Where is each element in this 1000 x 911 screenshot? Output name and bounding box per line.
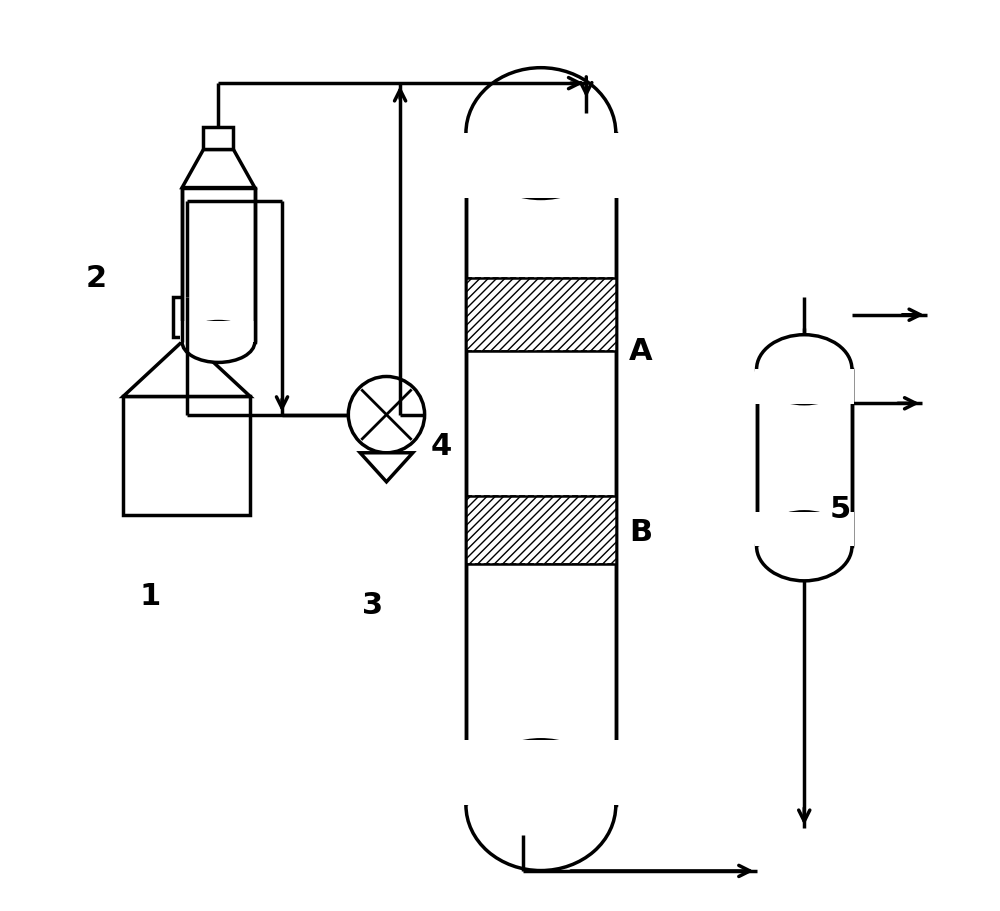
Polygon shape bbox=[182, 149, 255, 188]
Polygon shape bbox=[360, 453, 413, 482]
Text: 2: 2 bbox=[85, 264, 106, 293]
Polygon shape bbox=[757, 369, 852, 547]
Polygon shape bbox=[180, 321, 257, 342]
Polygon shape bbox=[466, 279, 616, 351]
Text: 5: 5 bbox=[830, 496, 851, 525]
Ellipse shape bbox=[466, 67, 616, 199]
Text: B: B bbox=[629, 518, 652, 548]
Polygon shape bbox=[755, 369, 854, 404]
Polygon shape bbox=[182, 188, 255, 342]
Text: 4: 4 bbox=[430, 432, 452, 461]
Text: 3: 3 bbox=[362, 591, 383, 619]
Ellipse shape bbox=[757, 512, 852, 581]
Ellipse shape bbox=[182, 322, 255, 363]
Polygon shape bbox=[463, 740, 619, 805]
Polygon shape bbox=[755, 512, 854, 547]
Polygon shape bbox=[466, 496, 616, 565]
Text: 1: 1 bbox=[140, 582, 161, 610]
Polygon shape bbox=[123, 337, 250, 396]
Polygon shape bbox=[203, 127, 233, 149]
Circle shape bbox=[348, 376, 425, 453]
Ellipse shape bbox=[757, 334, 852, 404]
Polygon shape bbox=[463, 133, 619, 199]
Ellipse shape bbox=[466, 740, 616, 871]
Text: A: A bbox=[629, 336, 653, 365]
Polygon shape bbox=[173, 297, 200, 337]
Polygon shape bbox=[466, 133, 616, 805]
Polygon shape bbox=[123, 396, 250, 515]
